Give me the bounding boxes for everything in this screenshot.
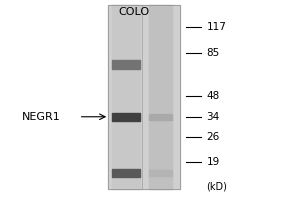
Bar — [112, 113, 140, 121]
Text: 19: 19 — [206, 157, 220, 167]
Bar — [149, 5, 172, 189]
Text: COLO: COLO — [119, 7, 150, 17]
Bar — [108, 5, 180, 189]
Text: 26: 26 — [206, 132, 220, 142]
Text: 48: 48 — [206, 91, 220, 101]
Bar — [149, 61, 172, 68]
Text: (kD): (kD) — [206, 182, 227, 192]
Text: 34: 34 — [206, 112, 220, 122]
Bar — [112, 60, 140, 69]
Bar — [149, 170, 172, 176]
Bar — [112, 5, 140, 189]
Text: 117: 117 — [206, 22, 226, 32]
Text: 85: 85 — [206, 48, 220, 58]
Bar — [108, 5, 180, 189]
Bar — [149, 114, 172, 120]
Text: NEGR1: NEGR1 — [22, 112, 61, 122]
Bar — [112, 169, 140, 177]
